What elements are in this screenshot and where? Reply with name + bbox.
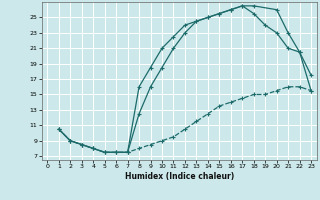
X-axis label: Humidex (Indice chaleur): Humidex (Indice chaleur) [124,172,234,181]
